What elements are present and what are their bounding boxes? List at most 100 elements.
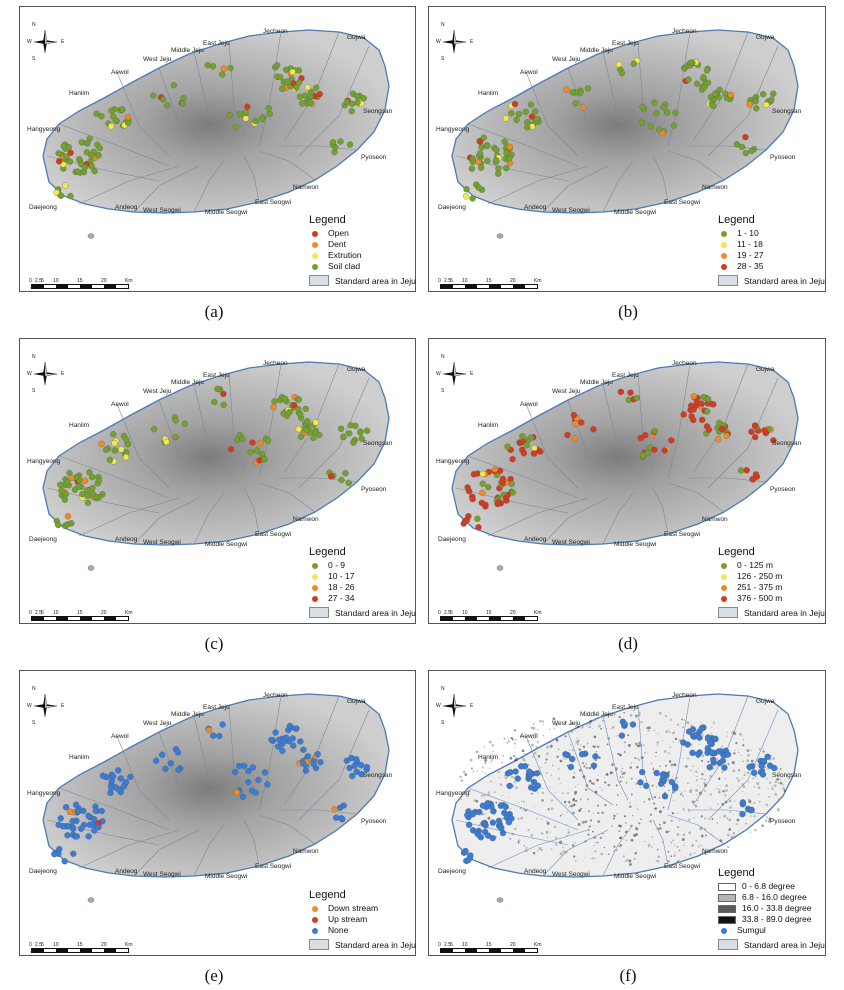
scale-label: Km	[534, 942, 542, 948]
compass-label: S	[32, 388, 36, 394]
cave-point	[340, 433, 347, 440]
cave-point	[530, 450, 538, 457]
cave-point	[66, 808, 74, 815]
cave-point	[354, 99, 361, 106]
cave-point	[231, 768, 239, 776]
compass-rose-icon	[440, 360, 468, 388]
legend-label: 0 - 125 m	[737, 560, 773, 570]
islet	[496, 565, 504, 571]
place-label: Daejeong	[438, 204, 466, 211]
compass-rose-icon	[440, 692, 468, 720]
legend-item: Up stream	[309, 914, 416, 925]
cave-point	[159, 751, 166, 758]
cave-point	[621, 721, 628, 728]
cave-point	[88, 152, 95, 159]
watershed-boundary	[542, 165, 609, 213]
place-label: Seongsan	[772, 440, 802, 447]
cave-point	[308, 88, 315, 96]
cave-point	[746, 101, 753, 108]
cave-point	[271, 398, 278, 405]
legend-dot-icon	[312, 595, 318, 602]
place-label: Hanlim	[69, 90, 90, 97]
legend-c: Legend 0 - 9 10 - 17 18 - 26 27 - 34 Standard…	[309, 546, 416, 618]
cave-point	[514, 775, 521, 782]
place-label: Aewol	[520, 733, 538, 740]
cave-point	[495, 817, 503, 825]
cave-point	[252, 117, 259, 125]
cave-point	[65, 823, 72, 830]
cave-point	[506, 143, 514, 150]
watershed-boundary	[283, 363, 340, 474]
watershed-boundary	[602, 824, 634, 877]
compass-label: N	[441, 686, 445, 692]
cave-point	[639, 103, 646, 110]
cave-point	[590, 762, 598, 769]
legend-label: 28 - 35	[737, 261, 764, 271]
cave-point	[578, 419, 585, 426]
place-label: Namwon	[293, 848, 319, 855]
legend-label: 1 - 10	[737, 228, 759, 238]
cave-point	[150, 92, 157, 99]
cave-point	[160, 96, 167, 103]
place-label: Middle Seogwi	[205, 873, 248, 880]
cave-point	[181, 420, 188, 427]
caption-f: (f)	[619, 966, 637, 985]
cave-point	[466, 488, 473, 495]
cave-point	[302, 405, 309, 413]
map-svg-d	[451, 361, 799, 571]
standard-area-label: Standard area in Jeju	[335, 275, 416, 286]
place-label: Andeog	[115, 204, 138, 211]
cave-point	[78, 139, 86, 146]
place-label: Hanlim	[478, 754, 499, 761]
cave-point	[102, 446, 110, 453]
cave-point	[527, 101, 535, 108]
cave-point	[353, 768, 360, 775]
cave-point	[96, 144, 103, 152]
scale-label: 15	[486, 610, 492, 616]
legend-label: 251 - 375 m	[737, 582, 783, 592]
place-label: West Seogwi	[552, 539, 590, 546]
legend-item: 0 - 9	[309, 560, 416, 571]
watershed-boundary	[487, 165, 589, 205]
cave-point	[680, 739, 687, 746]
cave-point	[249, 764, 257, 771]
cave-point	[703, 67, 711, 74]
legend-dot-icon	[312, 905, 318, 912]
watershed-boundary	[158, 731, 205, 806]
scale-label: 0	[29, 278, 32, 284]
compass-label: S	[441, 388, 445, 394]
cave-point	[167, 760, 174, 767]
cave-point	[268, 736, 275, 744]
cave-point	[690, 416, 697, 424]
watershed-boundary	[193, 492, 225, 545]
cave-point	[496, 467, 504, 474]
cave-point	[698, 725, 705, 732]
cave-point	[464, 811, 471, 819]
cave-point	[118, 106, 126, 113]
watershed-boundary	[467, 787, 579, 831]
cave-point	[227, 64, 234, 72]
cave-point	[57, 815, 64, 822]
cave-point	[360, 95, 367, 102]
cave-point	[484, 142, 491, 150]
legend-item: 33.8 - 89.0 degree	[718, 914, 825, 925]
cave-point	[737, 467, 745, 474]
cave-point	[733, 141, 741, 148]
cave-point	[746, 763, 753, 771]
cave-point	[590, 426, 597, 433]
cave-point	[314, 750, 321, 758]
cave-point	[68, 520, 75, 527]
island-outline	[451, 361, 799, 546]
cave-point	[252, 789, 259, 796]
compass-label: N	[32, 686, 36, 692]
watershed-boundary	[193, 824, 225, 877]
legend-label: 376 - 500 m	[737, 593, 783, 603]
place-label: Middle Jeju	[580, 379, 613, 386]
cave-point	[108, 784, 115, 791]
compass-label: S	[32, 56, 36, 62]
legend-label: 11 - 18	[737, 239, 763, 249]
scale-label: 5	[450, 278, 453, 284]
cave-point	[304, 84, 311, 91]
watershed-boundary	[258, 482, 316, 513]
cave-point	[261, 769, 269, 776]
